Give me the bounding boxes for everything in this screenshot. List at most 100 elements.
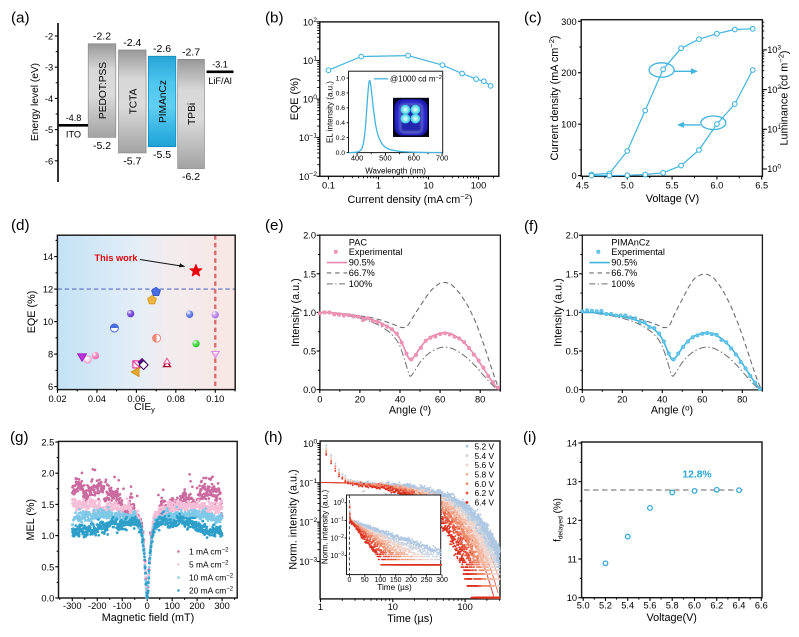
svg-text:5.4 V: 5.4 V	[475, 451, 495, 461]
svg-text:10−2: 10−2	[299, 171, 317, 182]
svg-text:101: 101	[303, 55, 317, 66]
svg-text:10−3: 10−3	[299, 556, 317, 567]
svg-text:10−1: 10−1	[330, 516, 344, 525]
svg-text:Current density (mA cm−2): Current density (mA cm−2)	[347, 192, 472, 206]
svg-text:0: 0	[317, 394, 322, 404]
svg-text:5.6: 5.6	[644, 601, 657, 611]
svg-text:-3.1: -3.1	[212, 59, 228, 69]
svg-text:0.0: 0.0	[41, 594, 54, 604]
svg-text:6.0 V: 6.0 V	[475, 479, 495, 489]
svg-text:200: 200	[405, 577, 417, 584]
svg-text:14: 14	[567, 439, 577, 449]
svg-text:90.5%: 90.5%	[349, 258, 375, 268]
svg-text:TPBi: TPBi	[187, 103, 198, 125]
svg-text:60: 60	[435, 394, 445, 404]
svg-text:ITO: ITO	[66, 129, 81, 139]
svg-text:40: 40	[657, 394, 667, 404]
svg-text:100: 100	[303, 94, 317, 105]
svg-text:0.5: 0.5	[41, 562, 54, 572]
svg-text:300: 300	[561, 17, 577, 27]
svg-text:700: 700	[436, 154, 449, 163]
svg-text:-4.8: -4.8	[66, 113, 82, 123]
svg-text:0.02: 0.02	[48, 394, 66, 404]
svg-text:-2: -2	[45, 32, 53, 42]
svg-text:100%: 100%	[611, 279, 635, 289]
svg-text:-300: -300	[63, 601, 82, 611]
svg-text:(b): (b)	[265, 10, 284, 27]
svg-text:(d): (d)	[11, 217, 30, 234]
svg-text:(h): (h)	[264, 429, 283, 446]
svg-text:-5: -5	[45, 125, 53, 135]
svg-text:80: 80	[737, 394, 747, 404]
svg-text:300: 300	[214, 601, 230, 611]
svg-text:(c): (c)	[524, 10, 542, 27]
svg-text:Time (µs): Time (µs)	[377, 583, 412, 592]
svg-text:0.0: 0.0	[566, 385, 579, 395]
svg-text:12: 12	[43, 285, 53, 295]
svg-text:500: 500	[379, 154, 392, 163]
svg-text:0: 0	[580, 394, 585, 404]
svg-text:EQE (%): EQE (%)	[289, 78, 301, 121]
svg-text:200: 200	[189, 601, 205, 611]
svg-text:200: 200	[561, 68, 577, 78]
svg-text:250: 250	[421, 577, 433, 584]
svg-text:EQE (%): EQE (%)	[26, 291, 38, 334]
svg-text:40: 40	[395, 394, 405, 404]
svg-text:10−2: 10−2	[330, 534, 344, 543]
svg-text:14: 14	[43, 252, 53, 262]
svg-text:400: 400	[351, 154, 364, 163]
svg-text:-5.2: -5.2	[93, 140, 111, 152]
svg-text:PIMAnCz: PIMAnCz	[158, 80, 169, 123]
svg-text:0.5: 0.5	[566, 347, 579, 357]
svg-text:1.0: 1.0	[41, 531, 54, 541]
svg-text:4.5: 4.5	[576, 181, 589, 191]
svg-text:5 mA cm−2: 5 mA cm−2	[189, 560, 229, 570]
svg-text:0: 0	[572, 171, 577, 181]
svg-text:Voltage(V): Voltage(V)	[646, 612, 696, 624]
svg-text:150: 150	[390, 577, 402, 584]
svg-text:1.5: 1.5	[41, 500, 54, 510]
svg-text:100: 100	[303, 439, 317, 450]
svg-text:10−1: 10−1	[299, 133, 317, 144]
svg-text:5.8: 5.8	[666, 601, 679, 611]
svg-text:6.2 V: 6.2 V	[475, 488, 495, 498]
svg-text:10−2: 10−2	[299, 517, 317, 528]
svg-text:Intensity (a.u.): Intensity (a.u.)	[552, 278, 564, 346]
svg-text:100: 100	[767, 164, 781, 175]
svg-text:0.04: 0.04	[88, 394, 106, 404]
svg-text:10: 10	[388, 602, 398, 612]
svg-text:MEL (%): MEL (%)	[25, 499, 37, 541]
svg-text:102: 102	[767, 84, 781, 95]
svg-text:50: 50	[361, 577, 369, 584]
svg-text:6.6: 6.6	[755, 601, 768, 611]
svg-text:1.0: 1.0	[336, 75, 346, 82]
svg-text:Angle (o): Angle (o)	[389, 404, 431, 417]
svg-text:PAC: PAC	[349, 237, 368, 247]
svg-text:-6: -6	[45, 156, 53, 166]
svg-text:-3: -3	[45, 63, 53, 73]
svg-text:13: 13	[567, 477, 577, 487]
svg-text:(g): (g)	[10, 429, 29, 446]
svg-text:0.0: 0.0	[336, 150, 346, 157]
svg-text:2.0: 2.0	[41, 469, 54, 479]
svg-text:1 mA cm−2: 1 mA cm−2	[189, 547, 229, 557]
svg-text:0.4: 0.4	[336, 120, 346, 127]
svg-text:0.8: 0.8	[336, 90, 346, 97]
svg-text:0.06: 0.06	[127, 394, 145, 404]
svg-text:20: 20	[617, 394, 627, 404]
svg-text:Luminance (cd m−2): Luminance (cd m−2)	[777, 50, 791, 145]
svg-text:6: 6	[48, 382, 53, 392]
svg-text:102: 102	[303, 17, 317, 28]
svg-text:101: 101	[767, 124, 781, 135]
svg-text:60: 60	[697, 394, 707, 404]
svg-text:5.5: 5.5	[666, 181, 679, 191]
svg-text:100: 100	[457, 602, 473, 612]
svg-text:6.0: 6.0	[688, 601, 701, 611]
svg-text:6.2: 6.2	[710, 601, 723, 611]
svg-text:Time (µs): Time (µs)	[387, 613, 432, 625]
svg-text:-5.5: -5.5	[153, 149, 171, 161]
svg-text:10: 10	[423, 181, 433, 191]
svg-text:5.4: 5.4	[621, 601, 634, 611]
svg-text:2.0: 2.0	[303, 231, 316, 241]
svg-text:EL intensity (a.u.): EL intensity (a.u.)	[326, 81, 335, 143]
